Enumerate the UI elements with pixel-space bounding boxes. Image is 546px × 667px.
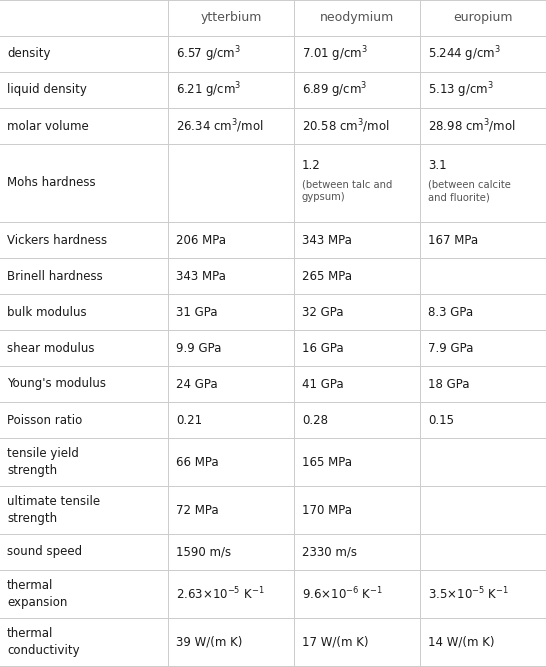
Text: thermal
expansion: thermal expansion	[7, 579, 67, 609]
Text: 39 W/(m K): 39 W/(m K)	[176, 636, 242, 648]
Text: 18 GPa: 18 GPa	[428, 378, 470, 390]
Text: 1590 m/s: 1590 m/s	[176, 546, 231, 558]
Text: (between talc and
gypsum): (between talc and gypsum)	[302, 179, 393, 202]
Text: 14 W/(m K): 14 W/(m K)	[428, 636, 495, 648]
Text: 7.9 GPa: 7.9 GPa	[428, 342, 473, 354]
Text: 2.63×10$^{-5}$ K$^{-1}$: 2.63×10$^{-5}$ K$^{-1}$	[176, 586, 264, 602]
Text: 31 GPa: 31 GPa	[176, 305, 217, 319]
Text: 9.9 GPa: 9.9 GPa	[176, 342, 221, 354]
Text: 20.58 cm$^3$/mol: 20.58 cm$^3$/mol	[302, 117, 390, 135]
Text: 41 GPa: 41 GPa	[302, 378, 343, 390]
Text: 3.5×10$^{-5}$ K$^{-1}$: 3.5×10$^{-5}$ K$^{-1}$	[428, 586, 509, 602]
Text: 170 MPa: 170 MPa	[302, 504, 352, 516]
Text: 167 MPa: 167 MPa	[428, 233, 478, 247]
Text: 28.98 cm$^3$/mol: 28.98 cm$^3$/mol	[428, 117, 516, 135]
Text: 9.6×10$^{-6}$ K$^{-1}$: 9.6×10$^{-6}$ K$^{-1}$	[302, 586, 383, 602]
Text: thermal
conductivity: thermal conductivity	[7, 627, 80, 657]
Text: 343 MPa: 343 MPa	[176, 269, 226, 283]
Text: 17 W/(m K): 17 W/(m K)	[302, 636, 369, 648]
Text: 1.2: 1.2	[302, 159, 321, 172]
Text: 16 GPa: 16 GPa	[302, 342, 343, 354]
Text: 0.15: 0.15	[428, 414, 454, 426]
Text: 32 GPa: 32 GPa	[302, 305, 343, 319]
Text: 6.57 g/cm$^3$: 6.57 g/cm$^3$	[176, 44, 241, 64]
Text: 206 MPa: 206 MPa	[176, 233, 226, 247]
Text: 165 MPa: 165 MPa	[302, 456, 352, 468]
Text: 66 MPa: 66 MPa	[176, 456, 218, 468]
Text: Poisson ratio: Poisson ratio	[7, 414, 82, 426]
Text: molar volume: molar volume	[7, 119, 89, 133]
Text: Young's modulus: Young's modulus	[7, 378, 106, 390]
Text: (between calcite
and fluorite): (between calcite and fluorite)	[428, 179, 511, 202]
Text: 6.21 g/cm$^3$: 6.21 g/cm$^3$	[176, 80, 241, 100]
Text: 72 MPa: 72 MPa	[176, 504, 218, 516]
Text: europium: europium	[453, 11, 513, 25]
Text: 6.89 g/cm$^3$: 6.89 g/cm$^3$	[302, 80, 367, 100]
Text: Mohs hardness: Mohs hardness	[7, 177, 96, 189]
Text: 3.1: 3.1	[428, 159, 447, 172]
Text: 7.01 g/cm$^3$: 7.01 g/cm$^3$	[302, 44, 368, 64]
Text: bulk modulus: bulk modulus	[7, 305, 87, 319]
Text: ytterbium: ytterbium	[200, 11, 262, 25]
Text: sound speed: sound speed	[7, 546, 82, 558]
Text: Vickers hardness: Vickers hardness	[7, 233, 107, 247]
Text: 26.34 cm$^3$/mol: 26.34 cm$^3$/mol	[176, 117, 264, 135]
Text: 5.13 g/cm$^3$: 5.13 g/cm$^3$	[428, 80, 494, 100]
Text: tensile yield
strength: tensile yield strength	[7, 447, 79, 477]
Text: 265 MPa: 265 MPa	[302, 269, 352, 283]
Text: 0.28: 0.28	[302, 414, 328, 426]
Text: 343 MPa: 343 MPa	[302, 233, 352, 247]
Text: 0.21: 0.21	[176, 414, 202, 426]
Text: shear modulus: shear modulus	[7, 342, 94, 354]
Text: ultimate tensile
strength: ultimate tensile strength	[7, 495, 100, 525]
Text: 5.244 g/cm$^3$: 5.244 g/cm$^3$	[428, 44, 501, 64]
Text: 24 GPa: 24 GPa	[176, 378, 218, 390]
Text: liquid density: liquid density	[7, 83, 87, 97]
Text: density: density	[7, 47, 50, 61]
Text: neodymium: neodymium	[320, 11, 394, 25]
Text: 8.3 GPa: 8.3 GPa	[428, 305, 473, 319]
Text: 2330 m/s: 2330 m/s	[302, 546, 357, 558]
Text: Brinell hardness: Brinell hardness	[7, 269, 103, 283]
